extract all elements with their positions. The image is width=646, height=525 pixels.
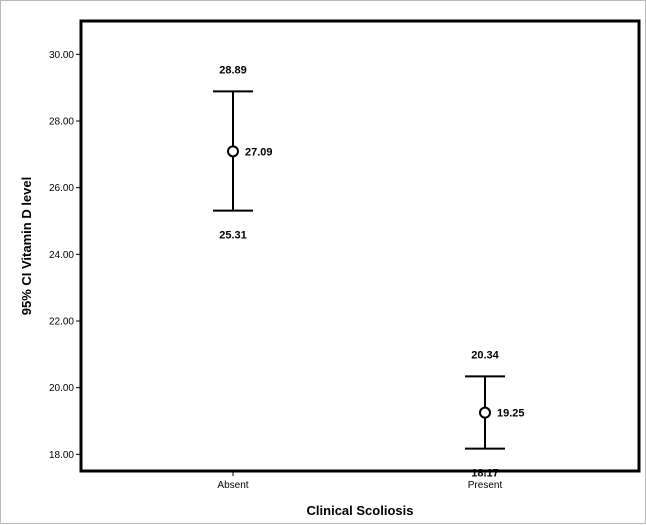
- plot-area: [79, 19, 641, 473]
- y-tick-label: 28.00: [49, 117, 74, 128]
- mean-value-label: 19.25: [497, 408, 525, 420]
- y-axis-title: 95% CI Vitamin D level: [19, 177, 34, 316]
- y-tick-label: 30.00: [49, 50, 74, 61]
- lower-value-label: 18.17: [471, 468, 499, 480]
- y-tick-label: 24.00: [49, 250, 74, 261]
- x-tick-label: Present: [468, 480, 503, 491]
- upper-value-label: 28.89: [219, 64, 247, 76]
- mean-marker: [227, 145, 239, 158]
- y-tick-label: 26.00: [49, 183, 74, 194]
- y-axis: 18.00 20.00 22.00 24.00 26.00 28.00 30.00: [49, 50, 81, 461]
- upper-value-label: 20.34: [471, 349, 499, 361]
- mean-marker: [479, 406, 491, 419]
- y-tick-label: 22.00: [49, 317, 74, 328]
- x-axis: Absent Present: [217, 471, 502, 491]
- error-bars: 28.89 25.31 27.09 20.34 18.17 19.25: [213, 64, 525, 480]
- lower-value-label: 25.31: [219, 230, 247, 242]
- y-tick-label: 18.00: [49, 450, 74, 461]
- mean-value-label: 27.09: [245, 146, 273, 158]
- x-axis-title: Clinical Scoliosis: [307, 503, 414, 518]
- y-tick-label: 20.00: [49, 383, 74, 394]
- x-tick-label: Absent: [217, 480, 248, 491]
